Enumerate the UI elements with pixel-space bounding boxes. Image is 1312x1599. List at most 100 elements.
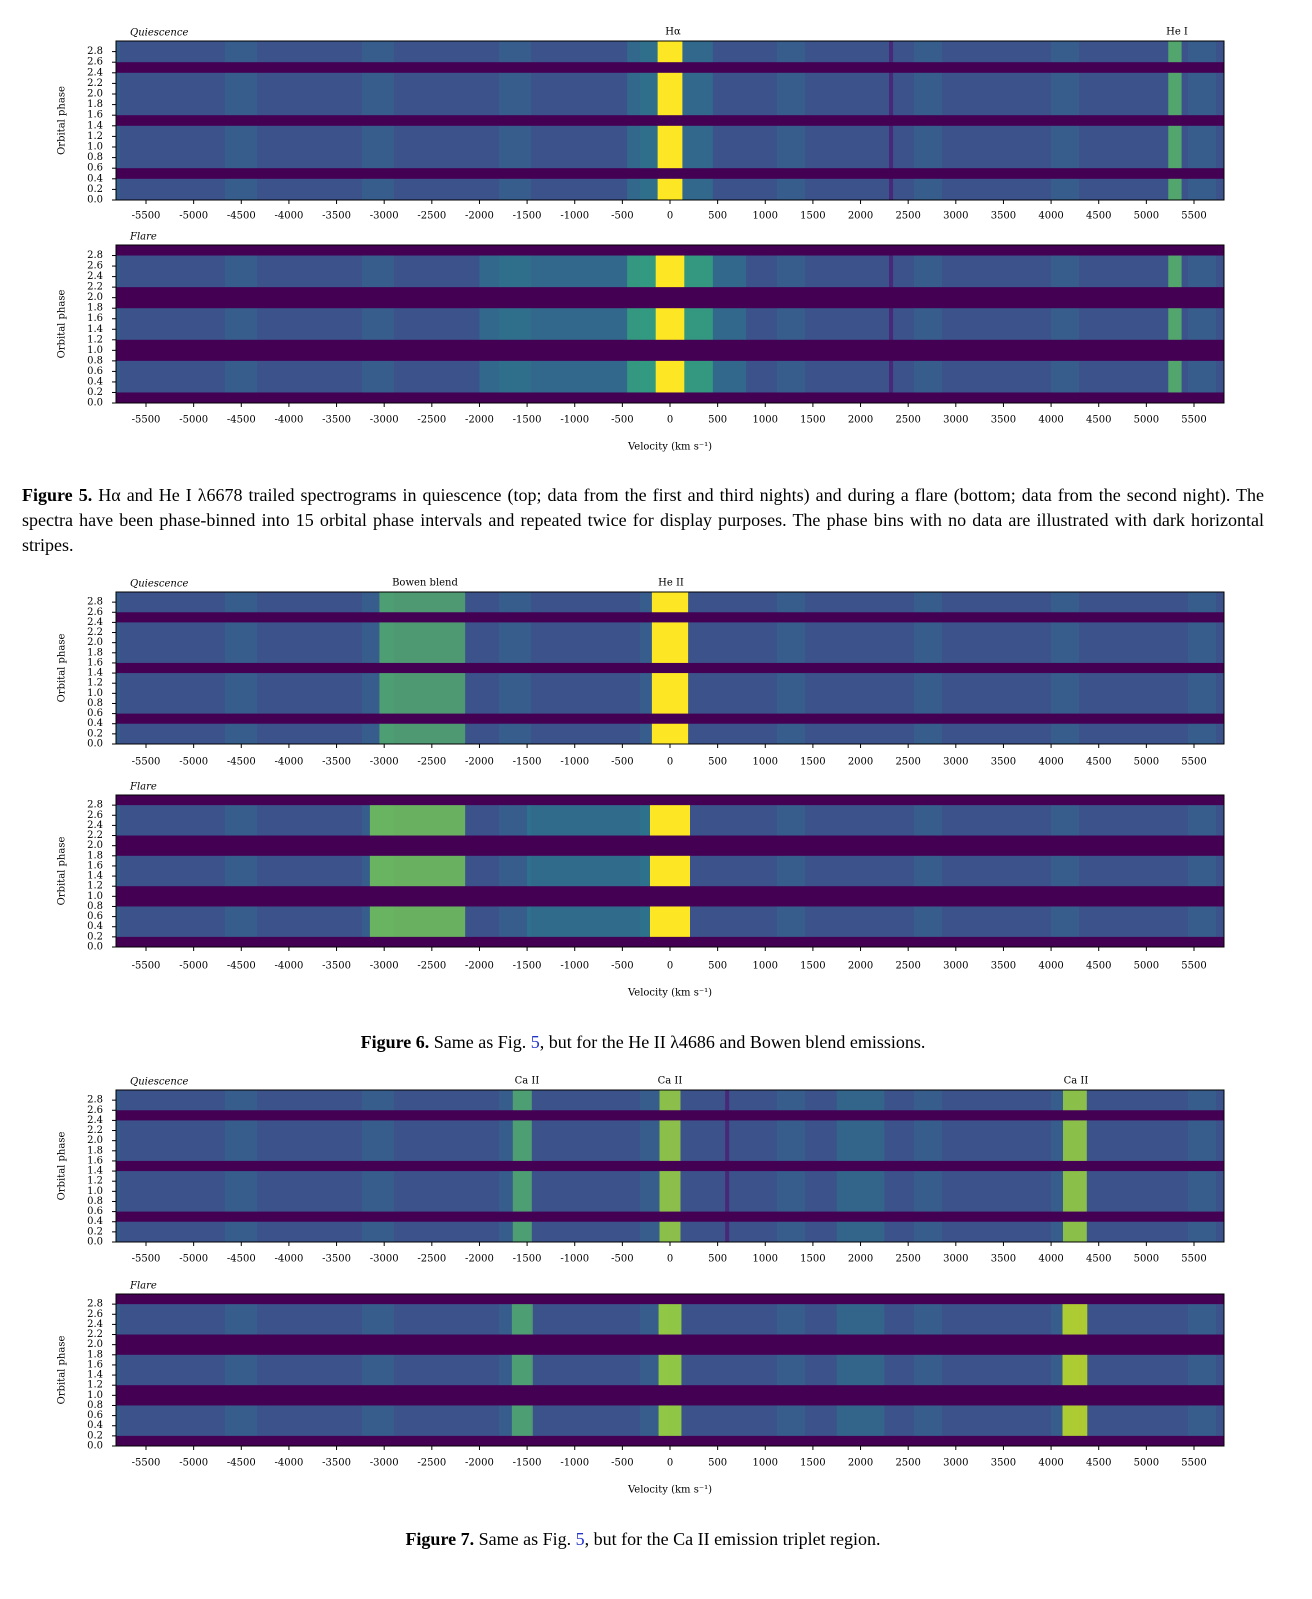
x-tick-label: -2000 xyxy=(465,1458,494,1469)
noise xyxy=(511,245,515,403)
noise xyxy=(241,1294,245,1446)
noise xyxy=(922,245,926,403)
y-tick-label: 0.0 xyxy=(87,739,103,750)
noise xyxy=(1075,795,1079,947)
y-tick-label: 2.2 xyxy=(87,627,103,638)
y-tick-label: 0.4 xyxy=(87,376,103,387)
x-tick-label: 4500 xyxy=(1086,1254,1111,1265)
y-tick-label: 1.8 xyxy=(87,647,103,658)
y-tick-label: 0.8 xyxy=(87,698,103,709)
noise xyxy=(382,1294,386,1446)
y-tick-label: 0.0 xyxy=(87,1441,103,1452)
y-tick-label: 1.4 xyxy=(87,120,103,131)
caption-text: Same as Fig. xyxy=(433,1032,527,1052)
x-tick-label: -1000 xyxy=(560,1254,589,1265)
figure-ref[interactable]: 5 xyxy=(575,1529,585,1549)
y-tick-label: 2.2 xyxy=(87,78,103,89)
noise xyxy=(523,795,527,947)
x-tick-label: 4000 xyxy=(1038,415,1063,426)
x-tick-label: -4500 xyxy=(227,415,256,426)
x-tick-label: -3500 xyxy=(322,1254,351,1265)
noise xyxy=(793,1294,797,1446)
x-tick-label: 3500 xyxy=(991,1254,1016,1265)
noise xyxy=(253,245,257,403)
y-tick-label: 2.0 xyxy=(87,292,103,303)
emission-line xyxy=(369,795,466,947)
noise xyxy=(370,245,374,403)
x-tick-label: 1500 xyxy=(800,211,825,222)
x-tick-label: -1000 xyxy=(560,211,589,222)
noise xyxy=(390,245,394,403)
noise xyxy=(1063,795,1067,947)
x-tick-label: 5500 xyxy=(1181,415,1206,426)
noise xyxy=(237,245,241,403)
y-tick-label: 0.8 xyxy=(87,355,103,366)
noise xyxy=(1055,795,1059,947)
x-tick-label: 4500 xyxy=(1086,961,1111,972)
noise xyxy=(938,245,942,403)
x-tick-label: 2500 xyxy=(895,415,920,426)
y-tick-label: 2.2 xyxy=(87,282,103,293)
y-tick-label: 0.4 xyxy=(87,921,103,932)
no-data-stripe xyxy=(116,115,1224,126)
x-tick-label: -4000 xyxy=(275,415,304,426)
y-tick-label: 0.6 xyxy=(87,708,103,719)
y-tick-label: 1.0 xyxy=(87,1390,103,1401)
y-tick-label: 1.8 xyxy=(87,1145,103,1156)
y-tick-label: 2.6 xyxy=(87,810,103,821)
x-tick-label: -1500 xyxy=(513,1254,542,1265)
x-tick-label: -4500 xyxy=(227,1254,256,1265)
x-tick-label: 3500 xyxy=(991,757,1016,768)
x-tick-label: -4000 xyxy=(275,1458,304,1469)
noise xyxy=(1075,245,1079,403)
y-tick-label: 2.6 xyxy=(87,1309,103,1320)
noise xyxy=(914,795,918,947)
noise xyxy=(1063,245,1067,403)
y-tick-label: 2.4 xyxy=(87,617,103,628)
x-tick-label: 5500 xyxy=(1181,961,1206,972)
x-tick-label: -2500 xyxy=(417,1458,446,1469)
no-data-stripe xyxy=(116,936,1224,947)
x-tick-label: -500 xyxy=(611,211,633,222)
x-tick-label: -5000 xyxy=(179,415,208,426)
x-tick-label: -3000 xyxy=(370,1458,399,1469)
no-data-stripe xyxy=(116,392,1224,403)
noise xyxy=(116,795,120,947)
noise xyxy=(519,245,523,403)
noise xyxy=(1196,1294,1200,1446)
line-label: Ca II xyxy=(658,1076,683,1087)
noise xyxy=(519,795,523,947)
x-tick-label: -2500 xyxy=(417,415,446,426)
figure-ref[interactable]: 5 xyxy=(530,1032,540,1052)
x-tick-label: 5000 xyxy=(1134,757,1159,768)
x-tick-label: 2000 xyxy=(848,757,873,768)
noise xyxy=(229,1294,233,1446)
noise xyxy=(926,1294,930,1446)
x-tick-label: -5500 xyxy=(132,961,161,972)
noise xyxy=(515,245,519,403)
y-tick-label: 0.2 xyxy=(87,1430,103,1441)
x-tick-label: 0 xyxy=(667,211,673,222)
panel-label: Flare xyxy=(129,232,157,243)
y-axis-label: Orbital phase xyxy=(57,1336,68,1405)
noise xyxy=(511,795,515,947)
no-data-stripe xyxy=(116,1211,1224,1222)
x-tick-label: 1500 xyxy=(800,1458,825,1469)
x-tick-label: -2000 xyxy=(465,757,494,768)
x-axis-label: Velocity (km s⁻¹) xyxy=(627,988,712,999)
y-tick-label: 1.2 xyxy=(87,1176,103,1187)
y-tick-label: 0.2 xyxy=(87,184,103,195)
noise xyxy=(789,245,793,403)
y-tick-label: 1.8 xyxy=(87,99,103,110)
no-data-stripe xyxy=(116,168,1224,179)
no-data-stripe xyxy=(116,1334,1224,1355)
noise xyxy=(116,245,120,403)
x-tick-label: 3000 xyxy=(943,211,968,222)
noise xyxy=(1200,1294,1204,1446)
noise xyxy=(1200,795,1204,947)
line-label: Bowen blend xyxy=(392,578,458,589)
x-tick-label: 0 xyxy=(667,961,673,972)
emission-line xyxy=(649,795,691,947)
x-tick-label: 3500 xyxy=(991,961,1016,972)
x-axis-label: Velocity (km s⁻¹) xyxy=(627,442,712,453)
